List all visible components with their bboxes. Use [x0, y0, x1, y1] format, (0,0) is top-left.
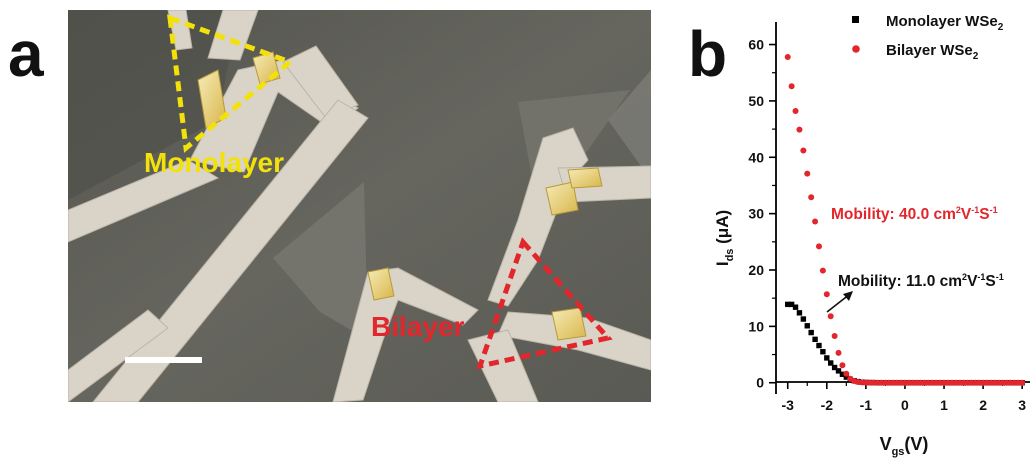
x-tick-label: 2: [979, 397, 987, 413]
data-point-square: [792, 304, 799, 310]
x-ticks: -3 -2 -1 0 1 2 3: [781, 382, 1026, 413]
bilayer-outline: [476, 237, 613, 370]
y-tick-label: 50: [748, 93, 764, 109]
legend: Monolayer WSe2 Bilayer WSe2: [852, 13, 1004, 62]
x-tick-label: 1: [940, 397, 948, 413]
data-point-circle: [808, 194, 815, 201]
data-point-circle: [796, 126, 803, 133]
x-tick-label: -3: [781, 397, 794, 413]
y-ticks: 0 10 20 30 40 50 60: [748, 37, 776, 391]
data-point-circle: [835, 349, 842, 356]
data-point-circle: [839, 362, 846, 369]
mobility-annotation-bilayer: Mobility: 40.0 cm2V-1S-1: [831, 205, 998, 223]
data-point-circle: [788, 83, 795, 90]
data-point-circle: [812, 218, 819, 225]
data-point-circle: [819, 267, 826, 274]
mobility-arrow-head: [843, 291, 853, 301]
data-point-circle: [843, 370, 850, 377]
legend-label-monolayer: Monolayer WSe2: [886, 13, 1004, 33]
data-point-circle: [800, 147, 807, 154]
series-bilayer: [784, 53, 1026, 386]
data-point-circle: [823, 291, 830, 298]
data-point-square: [788, 301, 795, 308]
data-point-square: [831, 364, 838, 371]
y-axis-label: Ids (μA): [713, 210, 736, 266]
electrodes: [68, 10, 651, 402]
data-point-circle: [784, 53, 791, 60]
data-point-square: [800, 316, 807, 322]
gold-contact-pads: [197, 51, 603, 341]
flake-right-edge: [608, 70, 651, 180]
y-tick-label: 60: [748, 37, 764, 53]
flake-shadow: [68, 10, 238, 200]
y-tick-label: 30: [748, 206, 764, 222]
data-point-square: [804, 323, 810, 329]
optical-micrograph: Monolayer Bilayer: [68, 10, 651, 402]
data-point-circle: [804, 170, 811, 177]
x-tick-label: 3: [1018, 397, 1026, 413]
legend-label-bilayer: Bilayer WSe2: [886, 42, 979, 62]
legend-marker-bilayer: [852, 45, 860, 53]
series-monolayer: [785, 301, 1025, 386]
data-point-square: [835, 368, 842, 374]
data-point-square: [808, 329, 814, 336]
bilayer-label: Bilayer: [371, 311, 464, 342]
x-axis-label: Vgs(V): [880, 434, 929, 458]
data-point-square: [828, 360, 834, 366]
monolayer-label: Monolayer: [144, 147, 284, 178]
y-tick-label: 40: [748, 149, 764, 165]
scale-bar: [125, 357, 202, 363]
data-point-square: [839, 371, 846, 377]
data-point-square: [824, 355, 830, 361]
triangular-flake-center: [273, 182, 368, 340]
data-point-circle: [827, 313, 834, 320]
data-point-circle: [1019, 379, 1026, 386]
data-point-square: [796, 310, 803, 316]
data-series: [784, 53, 1026, 386]
data-point-square: [816, 342, 822, 349]
data-point-circle: [815, 243, 822, 250]
data-point-square: [785, 301, 791, 308]
panel-label-a: a: [8, 18, 44, 90]
transfer-curve-chart: 0 10 20 30 40 50 60 -3 -2 -1 0 1 2 3 Ids (μA) Vgs(V)…: [713, 13, 1030, 458]
y-tick-label: 20: [748, 262, 764, 278]
x-tick-label: 0: [901, 397, 909, 413]
data-point-square: [812, 336, 818, 343]
panel-label-b: b: [688, 18, 728, 90]
y-tick-label: 10: [748, 318, 764, 334]
x-tick-label: -2: [821, 397, 834, 413]
data-point-circle: [792, 108, 799, 115]
y-tick-label: 0: [756, 375, 764, 391]
data-point-square: [843, 374, 850, 380]
monolayer-outline: [167, 14, 295, 153]
data-point-circle: [831, 332, 838, 339]
x-tick-label: -1: [860, 397, 873, 413]
legend-marker-monolayer: [852, 16, 859, 23]
data-point-square: [820, 349, 826, 355]
mobility-annotation-monolayer: Mobility: 11.0 cm2V-1S-1: [838, 272, 1004, 290]
